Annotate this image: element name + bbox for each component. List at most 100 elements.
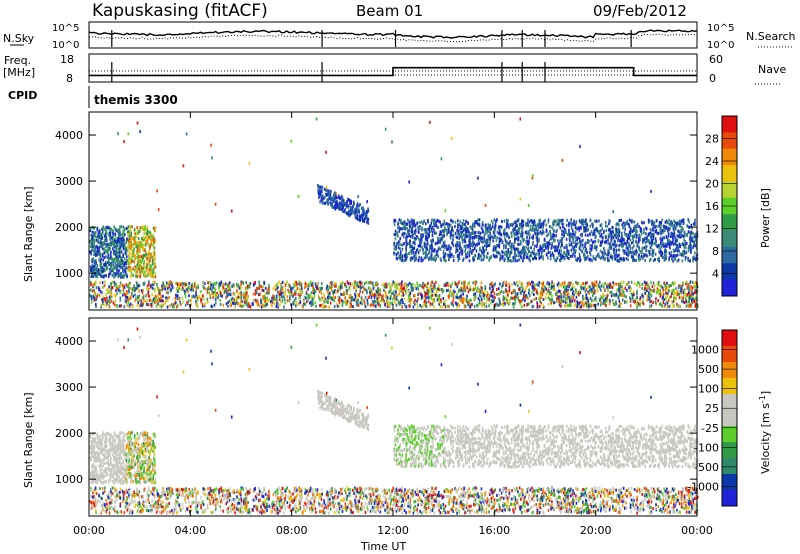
power-echo — [603, 249, 606, 253]
power-echo — [474, 230, 477, 234]
power-echo — [409, 235, 412, 239]
power-echo — [589, 285, 591, 289]
power-echo — [642, 302, 645, 306]
power-echo — [480, 285, 482, 289]
power-echo — [327, 202, 329, 206]
power-echo — [313, 291, 316, 295]
power-echo — [603, 299, 605, 303]
power-echo — [344, 201, 347, 205]
power-echo — [304, 285, 306, 289]
power-echo — [133, 228, 136, 232]
power-echo — [314, 301, 317, 305]
power-echo — [356, 203, 358, 207]
power-echo — [281, 299, 284, 303]
power-echo — [104, 227, 106, 231]
power-echo — [547, 296, 550, 300]
power-echo — [212, 295, 214, 299]
power-echo — [599, 229, 602, 233]
power-echo — [661, 252, 664, 256]
power-echo — [638, 233, 640, 237]
power-echo — [124, 299, 127, 303]
power-echo — [248, 304, 251, 308]
power-echo — [359, 280, 362, 284]
power-echo — [580, 248, 582, 252]
power-echo — [433, 224, 436, 228]
power-echo — [649, 300, 652, 304]
power-echo — [116, 284, 119, 288]
power-echo — [473, 297, 475, 301]
power-echo — [656, 231, 659, 235]
power-echo — [526, 230, 528, 234]
power-echo — [249, 305, 252, 309]
power-echo — [462, 287, 465, 291]
power-echo — [576, 303, 578, 307]
power-echo — [340, 200, 343, 204]
power-echo — [141, 296, 144, 300]
power-echo — [657, 244, 660, 248]
power-echo — [122, 290, 125, 294]
power-echo — [126, 290, 128, 294]
power-echo — [332, 196, 334, 200]
freq-panel-frame — [88, 53, 698, 83]
power-echo — [444, 284, 447, 288]
power-echo — [356, 205, 358, 209]
power-echo — [104, 261, 107, 265]
power-echo — [605, 299, 607, 303]
power-echo — [474, 243, 477, 247]
power-echo — [92, 272, 94, 276]
power-echo — [472, 281, 474, 285]
power-echo — [143, 231, 146, 235]
power-echo — [109, 297, 111, 301]
power-echo — [633, 293, 635, 297]
power-echo — [349, 305, 351, 309]
power-echo — [447, 294, 450, 298]
power-echo — [344, 208, 346, 212]
power-echo — [449, 236, 452, 240]
power-echo — [471, 288, 473, 292]
power-echo — [136, 303, 139, 307]
power-echo — [103, 268, 106, 272]
power-echo — [478, 289, 480, 293]
power-echo — [113, 225, 116, 229]
power-echo — [309, 280, 312, 284]
power-echo — [618, 230, 621, 234]
power-echo — [499, 258, 501, 262]
power-echo — [212, 286, 214, 290]
power-echo — [291, 292, 294, 296]
power-echo — [682, 300, 685, 304]
power-echo — [429, 302, 432, 306]
power-echo — [112, 252, 115, 256]
power-echo — [524, 298, 526, 302]
power-echo — [629, 289, 632, 293]
power-echo — [267, 291, 270, 295]
power-echo — [320, 194, 323, 198]
power-echo — [646, 281, 648, 285]
power-echo — [96, 253, 98, 257]
power-echo — [122, 232, 124, 236]
power-echo — [446, 247, 449, 251]
power-echo — [324, 195, 326, 199]
power-echo — [352, 200, 355, 204]
power-echo — [361, 219, 364, 223]
power-echo — [117, 286, 120, 290]
power-echo — [422, 233, 425, 237]
power-echo — [573, 298, 576, 302]
power-echo — [477, 230, 480, 234]
power-echo — [289, 292, 292, 296]
power-echo — [105, 255, 107, 259]
power-echo — [483, 302, 485, 306]
power-echo — [566, 289, 569, 293]
power-echo — [137, 301, 140, 305]
power-echo — [131, 244, 134, 248]
power-echo — [473, 231, 476, 235]
power-echo — [607, 253, 610, 257]
power-echo — [415, 287, 418, 291]
power-echo — [321, 194, 324, 198]
power-echo — [450, 302, 453, 306]
power-echo — [448, 246, 450, 250]
power-echo — [215, 298, 217, 302]
power-echo — [360, 281, 363, 285]
power-echo — [146, 228, 149, 232]
power-echo — [137, 252, 139, 256]
power-echo — [644, 241, 647, 245]
